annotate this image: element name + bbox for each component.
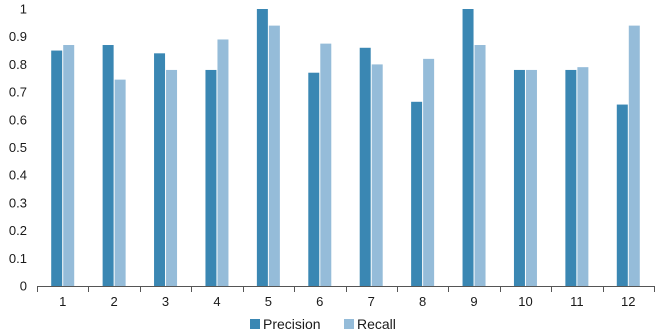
bar-recall-3	[166, 69, 178, 286]
x-tick-label: 1	[59, 294, 66, 309]
bar-recall-7	[371, 64, 383, 287]
y-axis: 0 0.1 0.2 0.3 0.4 0.5 0.6 0.7 0.8 0.9 1	[9, 2, 27, 294]
y-tick-label: 0.4	[9, 168, 27, 183]
bar-recall-9	[474, 45, 486, 287]
bar-precision-11	[565, 69, 577, 286]
bar-recall-11	[577, 67, 589, 286]
legend-label-precision: Precision	[263, 316, 321, 332]
x-tick-label: 4	[213, 294, 220, 309]
bar-precision-3	[154, 53, 166, 286]
x-tick-label: 9	[470, 294, 477, 309]
x-tick-label: 3	[162, 294, 169, 309]
x-tick-label: 5	[265, 294, 272, 309]
bar-recall-10	[525, 69, 537, 286]
bar-precision-2	[102, 45, 114, 287]
bar-recall-4	[217, 39, 229, 286]
bar-precision-8	[411, 101, 423, 286]
y-tick-label: 0.8	[9, 57, 27, 72]
y-tick-label: 0.2	[9, 223, 27, 238]
bar-precision-10	[513, 69, 525, 286]
bar-recall-12	[628, 25, 640, 287]
bar-precision-1	[51, 50, 63, 286]
legend: Precision Recall	[250, 316, 396, 332]
y-tick-label: 0.3	[9, 195, 27, 210]
y-tick-label: 0	[20, 279, 27, 294]
x-axis: 1 2 3 4 5 6 7 8 9 10 11 12	[37, 286, 655, 309]
bar-precision-5	[256, 9, 268, 286]
x-tick-label: 11	[570, 294, 584, 309]
x-tick-label: 12	[621, 294, 635, 309]
x-tick-label: 7	[368, 294, 375, 309]
bar-precision-4	[205, 69, 217, 286]
y-tick-label: 0.6	[9, 112, 27, 127]
legend-swatch-precision	[250, 319, 260, 329]
bar-precision-12	[616, 104, 628, 286]
bar-precision-7	[359, 47, 371, 286]
y-tick-label: 0.7	[9, 85, 27, 100]
bars	[51, 9, 640, 287]
bar-recall-1	[63, 45, 75, 287]
legend-label-recall: Recall	[357, 316, 396, 332]
x-tick-label: 10	[518, 294, 532, 309]
y-tick-label: 1	[20, 2, 27, 17]
x-tick-label: 2	[111, 294, 118, 309]
y-tick-label: 0.5	[9, 140, 27, 155]
x-tick-label: 8	[419, 294, 426, 309]
bar-precision-6	[308, 72, 320, 287]
y-tick-label: 0.9	[9, 29, 27, 44]
legend-swatch-recall	[344, 319, 354, 329]
bar-recall-6	[320, 43, 332, 286]
x-tick-label: 6	[316, 294, 323, 309]
bar-precision-9	[462, 9, 474, 286]
y-tick-label: 0.1	[9, 251, 27, 266]
bar-recall-2	[114, 79, 126, 286]
bar-recall-8	[423, 58, 435, 286]
bar-recall-5	[268, 25, 280, 287]
